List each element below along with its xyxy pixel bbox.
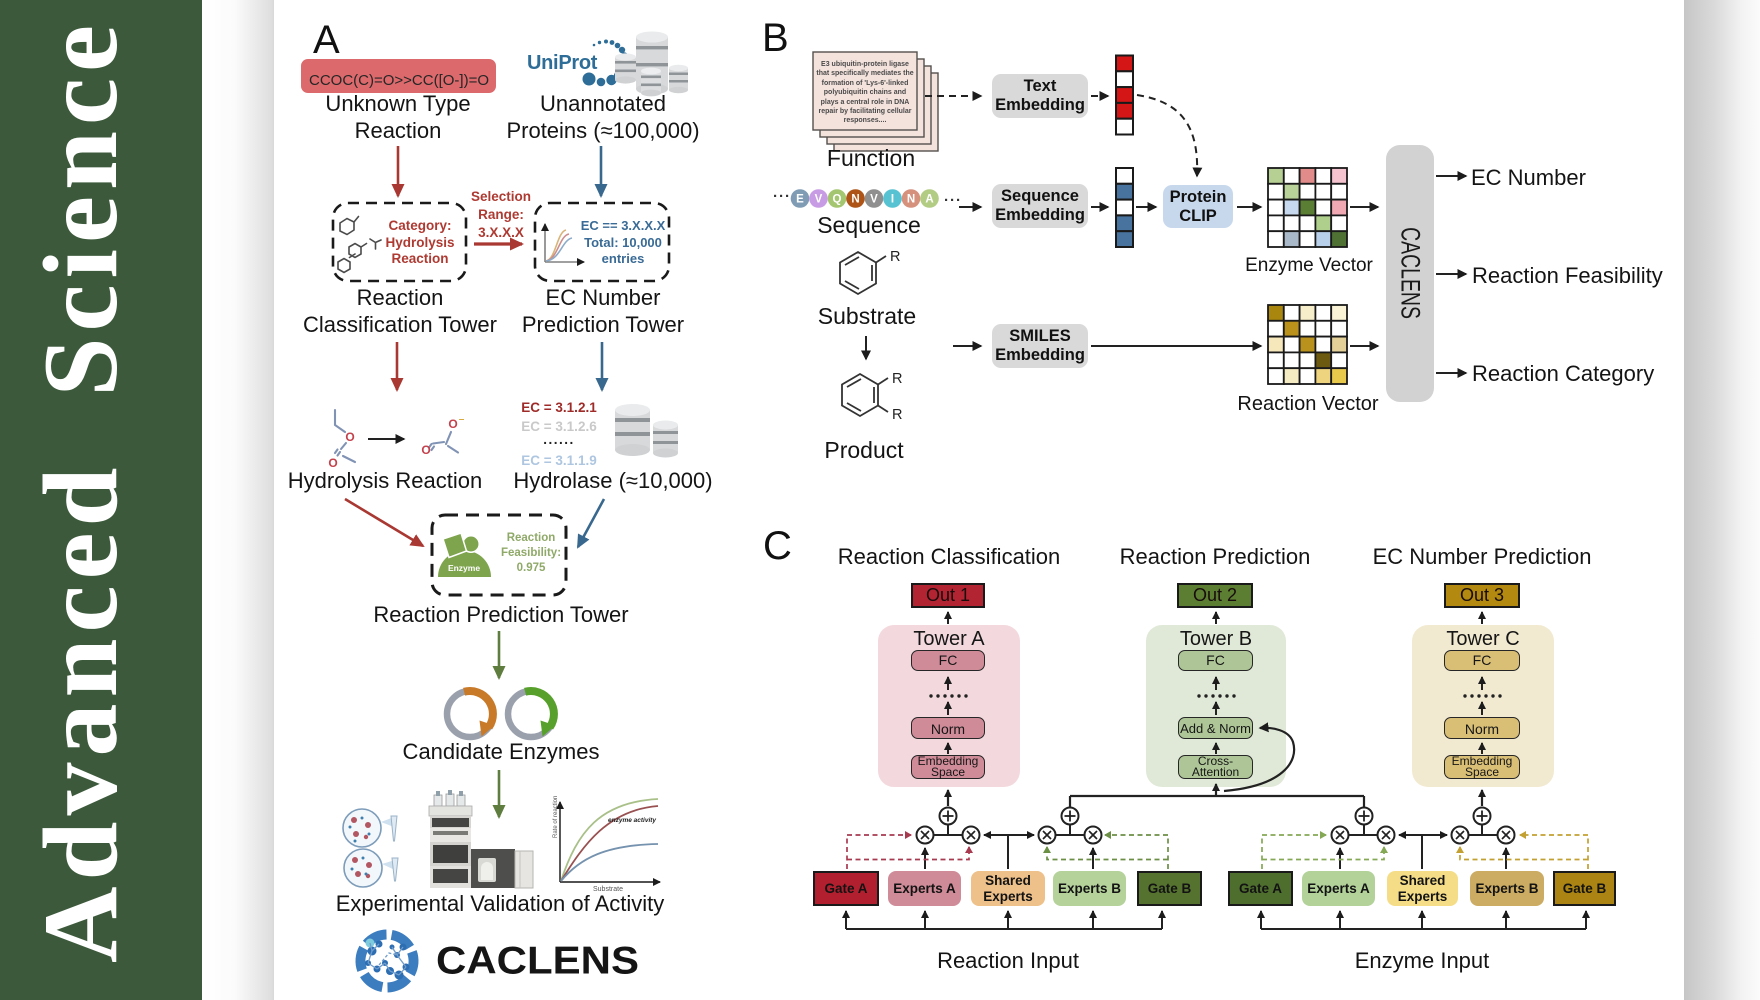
svg-text:R: R — [892, 407, 902, 423]
svg-text:E: E — [796, 194, 804, 206]
svg-text:Q: Q — [833, 194, 842, 206]
svg-text:O: O — [328, 456, 337, 470]
svg-text:V: V — [815, 194, 823, 206]
svg-text:I: I — [891, 194, 894, 206]
svg-text:O: O — [421, 443, 430, 457]
svg-text:R: R — [890, 249, 900, 265]
svg-text:O: O — [448, 417, 457, 431]
svg-text:N: N — [907, 194, 915, 206]
svg-text:Enzyme: Enzyme — [448, 563, 480, 573]
svg-text:O: O — [345, 430, 354, 444]
svg-text:R: R — [892, 371, 902, 387]
svg-text:N: N — [851, 194, 859, 206]
svg-text:V: V — [870, 194, 878, 206]
svg-text:–: – — [459, 414, 465, 425]
svg-text:A: A — [925, 194, 933, 206]
